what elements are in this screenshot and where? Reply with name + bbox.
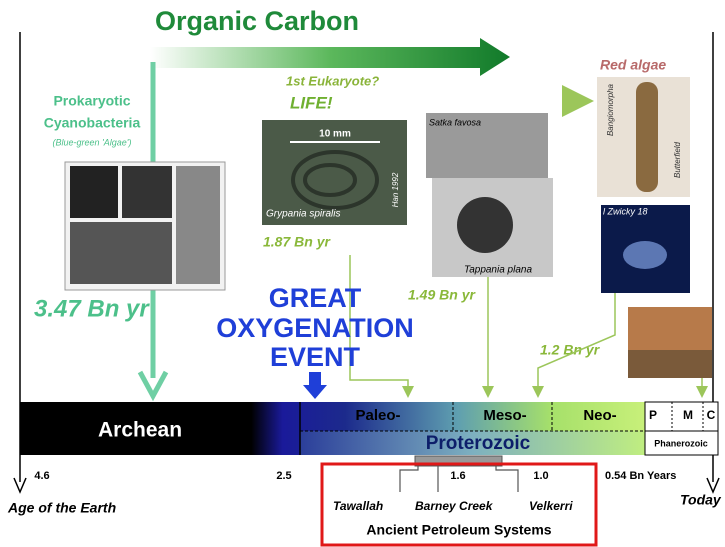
carbon-arrow (150, 38, 510, 76)
prokaryote-title: Cyanobacteria (44, 115, 141, 131)
era-label: Meso- (483, 407, 526, 424)
eon-label: Archean (98, 419, 182, 442)
species-label: Tappania plana (464, 265, 532, 276)
axis-start: Age of the Earth (7, 500, 116, 516)
event-label: GREAT (269, 283, 362, 313)
species-label: Grypania spiralis (266, 209, 340, 220)
tick-label: 2.5 (276, 470, 291, 482)
acritarch-image (426, 113, 553, 277)
era-label: Paleo- (355, 407, 400, 424)
tick-label: 4.6 (34, 470, 49, 482)
event-label: OXYGENATION (216, 313, 414, 343)
tick-label: 0.54 Bn Years (605, 470, 676, 482)
era-label: C (707, 408, 716, 422)
image-credit: Butterfield (673, 141, 682, 178)
event-label: EVENT (270, 342, 361, 372)
image-credit: Han 1992 (391, 172, 400, 207)
eon-label: Proterozoic (426, 433, 531, 454)
tick-label: 1.6 (450, 470, 465, 482)
galaxy-image (601, 205, 690, 293)
eon-label: Phanerozoic (654, 438, 708, 448)
age-label: 3.47 Bn yr (34, 295, 150, 322)
petroleum-system: Velkerri (529, 499, 573, 513)
image-credit: l Zwicky 18 (603, 206, 648, 216)
prokaryote-subtitle: (Blue-green 'Algae') (53, 137, 132, 147)
eukaryote-label: 1st Eukaryote? (286, 73, 379, 88)
era-label: Neo- (583, 407, 616, 424)
scale-label: 10 mm (319, 129, 351, 140)
diagram: Organic Carbon Prokaryotic Cyanobacteria… (0, 0, 725, 547)
axis-end: Today (680, 492, 722, 508)
petroleum-title: Ancient Petroleum Systems (366, 522, 551, 538)
dinosaur-image (628, 307, 712, 378)
era-label: M (683, 408, 693, 422)
age-label: 1.49 Bn yr (408, 287, 476, 303)
petroleum-system: Tawallah (333, 499, 383, 513)
age-label: 1.87 Bn yr (263, 234, 331, 250)
event-arrow (303, 372, 327, 399)
fossil-image (65, 162, 225, 290)
era-label: P (649, 408, 657, 422)
life-label: LIFE! (290, 93, 333, 112)
red-algae-title: Red algae (600, 57, 666, 73)
image-credit: Bangiomorpha (606, 83, 615, 136)
age-label: 1.2 Bn yr (540, 342, 601, 358)
header-title: Organic Carbon (155, 6, 359, 36)
prokaryote-title: Prokaryotic (53, 93, 130, 109)
tick-label: 1.0 (533, 470, 548, 482)
petroleum-system: Barney Creek (415, 499, 494, 513)
species-label: Satka favosa (429, 117, 481, 127)
